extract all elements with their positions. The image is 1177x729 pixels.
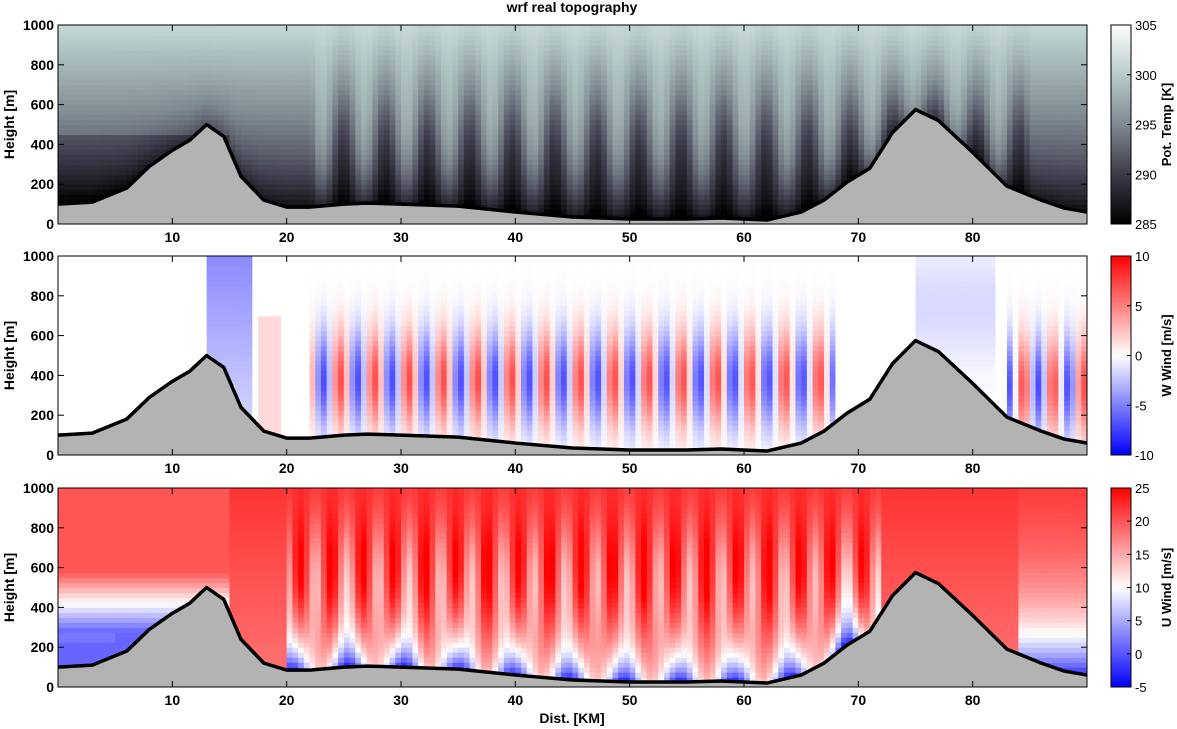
x-tick-label: 70 bbox=[851, 692, 867, 708]
y-tick-label: 1000 bbox=[23, 480, 54, 496]
vertical-wind-panel: 10 20 30 40 50 60 70 8002004006008001000Height … bbox=[1, 248, 1174, 476]
colorbar-tick-label: 0 bbox=[1135, 647, 1142, 662]
plot-frame bbox=[57, 487, 1088, 688]
x-axis-label: Dist. [KM] bbox=[539, 710, 604, 726]
x-tick-label: 60 bbox=[736, 692, 752, 708]
field-contours bbox=[58, 25, 1087, 224]
colorbar-label: U Wind [m/s] bbox=[1159, 548, 1174, 627]
x-tick-label: 20 bbox=[279, 229, 295, 245]
colorbar-tick-label: 290 bbox=[1135, 167, 1157, 182]
terrain-line bbox=[58, 338, 1087, 453]
x-tick-label: 40 bbox=[508, 229, 524, 245]
colorbar-tick-label: 305 bbox=[1135, 18, 1157, 33]
y-tick-label: 1000 bbox=[23, 248, 54, 264]
y-axis-label: Height [m] bbox=[1, 321, 17, 390]
colorbar-label: W Wind [m/s] bbox=[1159, 314, 1174, 396]
y-tick-label: 400 bbox=[31, 136, 55, 152]
y-tick-label: 400 bbox=[31, 599, 55, 615]
x-tick-label: 20 bbox=[279, 692, 295, 708]
x-tick-label: 80 bbox=[965, 692, 981, 708]
x-tick-label: 40 bbox=[508, 460, 524, 476]
colorbar-tick-label: 285 bbox=[1135, 217, 1157, 232]
x-tick-label: 30 bbox=[393, 460, 409, 476]
colorbar-tick-label: 10 bbox=[1135, 581, 1149, 596]
colorbar-tick-label: 15 bbox=[1135, 547, 1149, 562]
y-tick-label: 0 bbox=[46, 679, 54, 695]
colorbar-tick-label: 300 bbox=[1135, 68, 1157, 83]
x-tick-label: 30 bbox=[393, 692, 409, 708]
y-axis-label: Height [m] bbox=[1, 90, 17, 159]
y-axis-label: Height [m] bbox=[1, 553, 17, 622]
potential-temperature-panel: 10 20 30 40 50 60 70 8002004006008001000Height … bbox=[1, 17, 1174, 245]
x-tick-label: 30 bbox=[393, 229, 409, 245]
terrain-line bbox=[58, 570, 1087, 685]
y-tick-label: 800 bbox=[31, 288, 55, 304]
colorbar-tick-label: -10 bbox=[1135, 448, 1154, 463]
x-tick-label: 70 bbox=[851, 229, 867, 245]
chart-title: wrf real topography bbox=[506, 0, 638, 15]
y-tick-label: 200 bbox=[31, 176, 55, 192]
x-tick-label: 50 bbox=[622, 460, 638, 476]
plot-frame bbox=[57, 255, 1088, 456]
y-tick-label: 0 bbox=[46, 447, 54, 463]
x-tick-label: 50 bbox=[622, 229, 638, 245]
terrain-fill bbox=[58, 109, 1087, 224]
y-tick-label: 800 bbox=[31, 520, 55, 536]
colorbar-tick-label: 0 bbox=[1135, 349, 1142, 364]
colorbar-tick-label: 20 bbox=[1135, 514, 1149, 529]
colorbar-tick-label: 10 bbox=[1135, 249, 1149, 264]
y-tick-label: 800 bbox=[31, 57, 55, 73]
terrain-fill bbox=[58, 340, 1087, 455]
x-tick-label: 20 bbox=[279, 460, 295, 476]
terrain-line bbox=[58, 107, 1087, 222]
y-tick-label: 200 bbox=[31, 407, 55, 423]
x-tick-label: 10 bbox=[165, 460, 181, 476]
colorbar-tick-label: -5 bbox=[1135, 398, 1147, 413]
x-tick-label: 60 bbox=[736, 460, 752, 476]
colorbar-tick-label: 25 bbox=[1135, 481, 1149, 496]
colorbar-tick-label: 5 bbox=[1135, 299, 1142, 314]
y-tick-label: 400 bbox=[31, 367, 55, 383]
colorbar-tick-label: 295 bbox=[1135, 118, 1157, 133]
y-tick-label: 600 bbox=[31, 97, 55, 113]
x-tick-label: 40 bbox=[508, 692, 524, 708]
x-tick-label: 70 bbox=[851, 460, 867, 476]
y-tick-label: 600 bbox=[31, 560, 55, 576]
colorbar-label: Pot. Temp [K] bbox=[1159, 83, 1174, 167]
terrain-fill bbox=[58, 572, 1087, 687]
x-tick-label: 10 bbox=[165, 692, 181, 708]
colorbar-tick-label: 5 bbox=[1135, 614, 1142, 629]
colorbar-tick-label: -5 bbox=[1135, 680, 1147, 695]
horizontal-wind-panel: 10 20 30 40 50 60 70 8002004006008001000Height … bbox=[1, 480, 1174, 708]
x-tick-label: 50 bbox=[622, 692, 638, 708]
y-tick-label: 600 bbox=[31, 328, 55, 344]
y-tick-label: 200 bbox=[31, 639, 55, 655]
x-tick-label: 80 bbox=[965, 229, 981, 245]
plot-frame bbox=[57, 24, 1088, 225]
y-tick-label: 1000 bbox=[23, 17, 54, 33]
x-tick-label: 60 bbox=[736, 229, 752, 245]
x-tick-label: 10 bbox=[165, 229, 181, 245]
y-tick-label: 0 bbox=[46, 216, 54, 232]
x-tick-label: 80 bbox=[965, 460, 981, 476]
